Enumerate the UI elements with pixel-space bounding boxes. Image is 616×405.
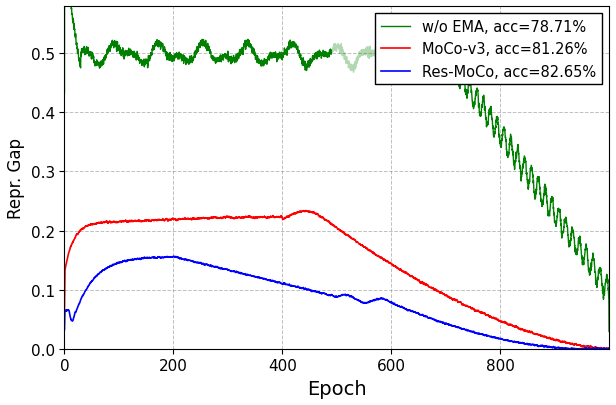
w/o EMA, acc=78.71% bbox=[298, 60, 306, 65]
Res-MoCo, acc=82.65% bbox=[602, 347, 610, 352]
Res-MoCo, acc=82.65% bbox=[170, 254, 177, 259]
Res-MoCo, acc=82.65% bbox=[160, 256, 167, 260]
w/o EMA, acc=78.71% bbox=[328, 52, 335, 57]
w/o EMA, acc=78.71% bbox=[301, 64, 308, 69]
MoCo-v3, acc=81.26% bbox=[61, 307, 68, 312]
w/o EMA, acc=78.71% bbox=[114, 40, 121, 45]
Line: Res-MoCo, acc=82.65%: Res-MoCo, acc=82.65% bbox=[65, 256, 609, 350]
Legend: w/o EMA, acc=78.71%, MoCo-v3, acc=81.26%, Res-MoCo, acc=82.65%: w/o EMA, acc=78.71%, MoCo-v3, acc=81.26%… bbox=[375, 14, 602, 85]
Res-MoCo, acc=82.65% bbox=[269, 278, 277, 283]
Res-MoCo, acc=82.65% bbox=[387, 300, 395, 305]
Res-MoCo, acc=82.65% bbox=[61, 327, 68, 332]
Y-axis label: Repr. Gap: Repr. Gap bbox=[7, 138, 25, 218]
w/o EMA, acc=78.71% bbox=[134, 50, 141, 55]
w/o EMA, acc=78.71% bbox=[61, 91, 68, 96]
MoCo-v3, acc=81.26% bbox=[415, 278, 423, 283]
MoCo-v3, acc=81.26% bbox=[509, 324, 516, 328]
Res-MoCo, acc=82.65% bbox=[415, 311, 423, 316]
Line: w/o EMA, acc=78.71%: w/o EMA, acc=78.71% bbox=[65, 0, 331, 94]
MoCo-v3, acc=81.26% bbox=[467, 306, 474, 311]
w/o EMA, acc=78.71% bbox=[103, 48, 111, 53]
X-axis label: Epoch: Epoch bbox=[307, 379, 367, 398]
MoCo-v3, acc=81.26% bbox=[387, 262, 395, 266]
MoCo-v3, acc=81.26% bbox=[269, 214, 276, 219]
MoCo-v3, acc=81.26% bbox=[606, 347, 613, 352]
MoCo-v3, acc=81.26% bbox=[160, 217, 167, 222]
MoCo-v3, acc=81.26% bbox=[604, 347, 612, 352]
Line: MoCo-v3, acc=81.26%: MoCo-v3, acc=81.26% bbox=[65, 211, 609, 350]
Res-MoCo, acc=82.65% bbox=[606, 346, 613, 351]
Res-MoCo, acc=82.65% bbox=[509, 339, 516, 344]
Res-MoCo, acc=82.65% bbox=[467, 329, 474, 334]
w/o EMA, acc=78.71% bbox=[277, 55, 285, 60]
MoCo-v3, acc=81.26% bbox=[301, 209, 309, 213]
